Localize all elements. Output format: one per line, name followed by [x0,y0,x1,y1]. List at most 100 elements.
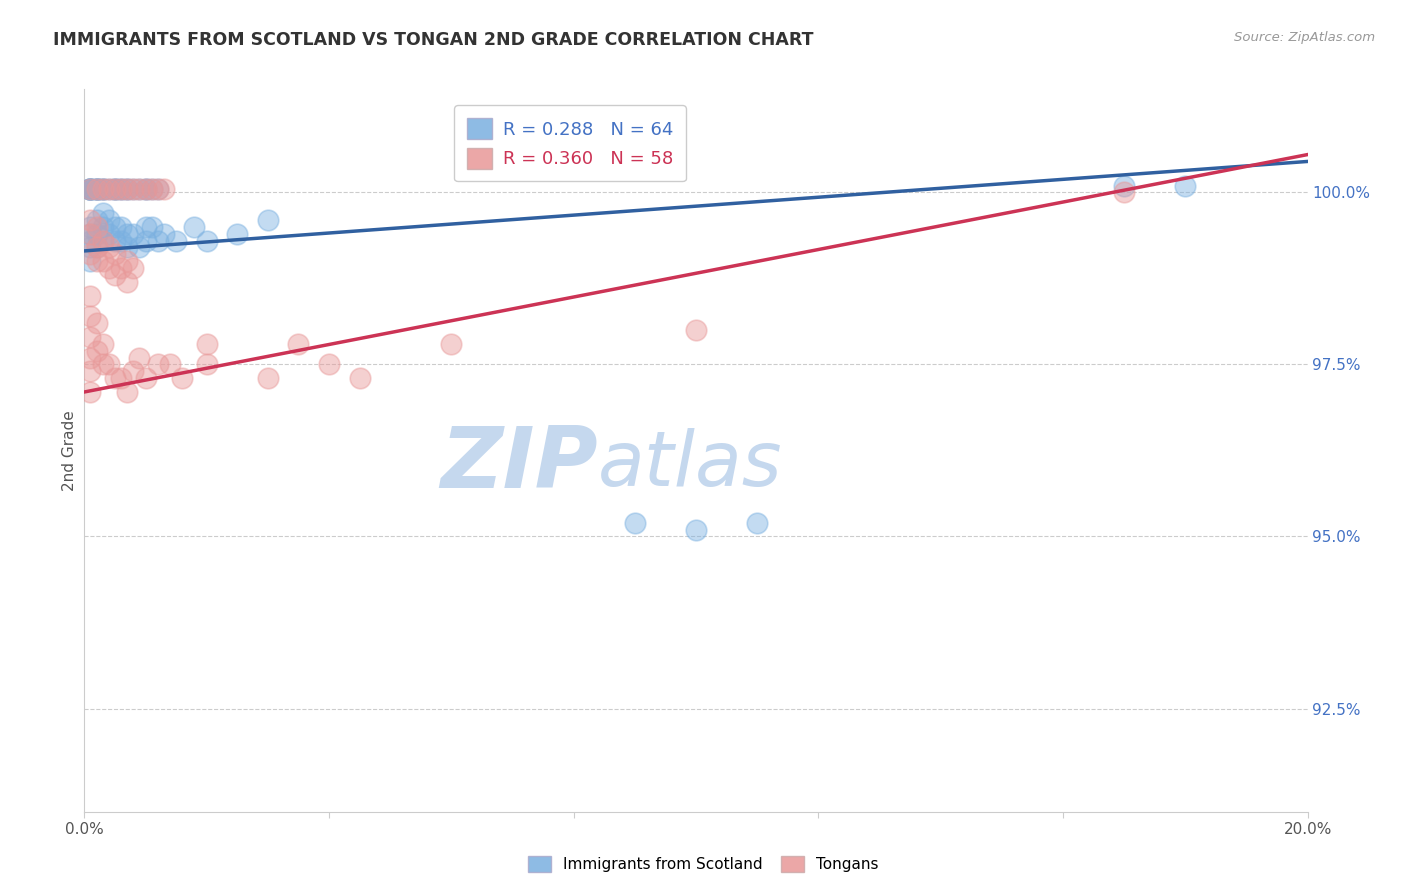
Point [226,227,249,241]
Point [79,351,101,365]
Point [86,182,108,196]
Point [91,219,114,234]
Legend: R = 0.288   N = 64, R = 0.360   N = 58: R = 0.288 N = 64, R = 0.360 N = 58 [454,105,686,181]
Point [146,182,169,196]
Point [122,182,145,196]
Point [104,182,127,196]
Point [79,182,101,196]
Point [624,516,647,530]
Point [79,364,101,378]
Point [115,227,138,241]
Point [122,364,145,378]
Point [86,240,108,254]
Point [110,371,132,385]
Point [97,227,120,241]
Point [146,358,169,372]
Point [104,219,127,234]
Text: Source: ZipAtlas.com: Source: ZipAtlas.com [1234,31,1375,45]
Point [1174,178,1197,193]
Point [97,261,120,276]
Point [183,219,205,234]
Point [79,182,101,196]
Point [349,371,371,385]
Point [141,219,163,234]
Point [195,234,218,248]
Point [128,182,150,196]
Point [135,234,157,248]
Point [86,254,108,268]
Point [104,182,127,196]
Point [79,254,101,268]
Point [115,384,138,399]
Point [159,358,181,372]
Point [79,310,101,324]
Point [318,358,340,372]
Point [257,371,280,385]
Point [79,384,101,399]
Point [79,288,101,302]
Point [86,182,108,196]
Point [91,358,114,372]
Point [141,182,163,196]
Point [135,182,157,196]
Point [195,336,218,351]
Legend: Immigrants from Scotland, Tongans: Immigrants from Scotland, Tongans [520,848,886,880]
Point [195,358,218,372]
Point [747,516,769,530]
Point [91,182,114,196]
Point [79,240,101,254]
Point [115,182,138,196]
Point [86,240,108,254]
Point [86,182,108,196]
Point [128,182,150,196]
Point [287,336,309,351]
Point [91,254,114,268]
Point [122,227,145,241]
Point [97,240,120,254]
Point [104,234,127,248]
Text: IMMIGRANTS FROM SCOTLAND VS TONGAN 2ND GRADE CORRELATION CHART: IMMIGRANTS FROM SCOTLAND VS TONGAN 2ND G… [53,31,814,49]
Point [79,182,101,196]
Point [104,247,127,261]
Y-axis label: 2nd Grade: 2nd Grade [62,410,77,491]
Point [86,227,108,241]
Point [86,182,108,196]
Point [79,247,101,261]
Point [128,351,150,365]
Point [91,336,114,351]
Point [97,358,120,372]
Point [135,371,157,385]
Point [91,182,114,196]
Point [141,182,163,196]
Point [79,182,101,196]
Point [86,182,108,196]
Point [86,213,108,227]
Point [153,182,176,196]
Text: ZIP: ZIP [440,424,598,507]
Text: atlas: atlas [598,428,783,502]
Point [115,182,138,196]
Point [685,523,707,537]
Point [79,330,101,344]
Point [86,182,108,196]
Point [128,240,150,254]
Point [97,182,120,196]
Point [104,268,127,282]
Point [91,234,114,248]
Point [79,234,101,248]
Point [440,336,463,351]
Point [110,182,132,196]
Point [1114,186,1136,200]
Point [79,213,101,227]
Point [146,182,169,196]
Point [146,234,169,248]
Point [91,234,114,248]
Point [104,182,127,196]
Point [122,182,145,196]
Point [79,182,101,196]
Point [110,234,132,248]
Point [110,261,132,276]
Point [79,227,101,241]
Point [79,227,101,241]
Point [79,182,101,196]
